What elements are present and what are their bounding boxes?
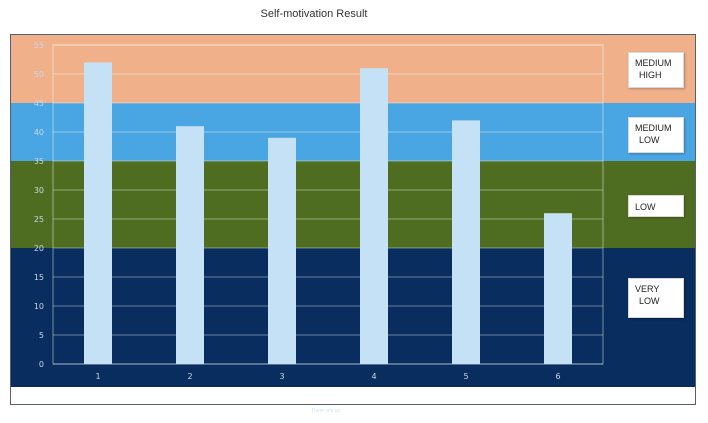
x-tick-label: 1 <box>95 372 100 381</box>
chart-title: Self-motivation Result <box>260 8 368 20</box>
bar-5 <box>452 120 480 365</box>
band-label-line: LOW <box>639 296 660 306</box>
y-tick-label: 5 <box>39 331 44 340</box>
y-tick-label: 55 <box>34 41 44 50</box>
y-tick-label: 50 <box>34 70 44 79</box>
x-tick-label: 4 <box>371 372 376 381</box>
y-tick-label: 45 <box>34 99 44 108</box>
band-label: LOW <box>628 195 684 217</box>
band-label: VERY LOW <box>628 278 684 318</box>
x-tick-label: 2 <box>187 372 192 381</box>
plot-border <box>52 44 604 365</box>
band-label-line: HIGH <box>639 70 662 80</box>
band-label-line: MEDIUM <box>635 123 672 133</box>
y-tick-label: 25 <box>34 215 44 224</box>
band-label-line: LOW <box>635 202 656 212</box>
band-1 <box>11 161 695 248</box>
chart-annotation: There you go <box>311 408 341 414</box>
band-label-line: MEDIUM <box>635 58 672 68</box>
bar-1 <box>84 62 112 365</box>
band-label: MEDIUM LOW <box>628 117 684 153</box>
x-tick-label: 3 <box>279 372 284 381</box>
band-2 <box>11 103 695 161</box>
bar-2 <box>176 126 204 364</box>
y-tick-label: 0 <box>39 360 44 369</box>
y-tick-label: 40 <box>34 128 44 137</box>
band-label-line: LOW <box>639 135 660 145</box>
y-tick-label: 15 <box>34 273 44 282</box>
y-tick-label: 30 <box>34 186 44 195</box>
band-3 <box>11 35 695 103</box>
chart-frame: 0 5 10 15 20 25 30 35 40 45 50 55 1 2 3 4 5 6 MEDIUM HIGH M… <box>10 34 696 414</box>
x-tick-label: 5 <box>463 372 468 381</box>
band-0 <box>11 248 695 387</box>
y-tick-label: 10 <box>34 302 44 311</box>
band-label-line: VERY <box>635 284 660 294</box>
bar-3 <box>268 137 296 364</box>
y-tick-label: 35 <box>34 157 44 166</box>
y-tick-label: 20 <box>34 244 44 253</box>
bar-4 <box>360 68 388 364</box>
x-tick-label: 6 <box>555 372 560 381</box>
band-label: MEDIUM HIGH <box>628 52 684 88</box>
bar-6 <box>544 213 572 364</box>
